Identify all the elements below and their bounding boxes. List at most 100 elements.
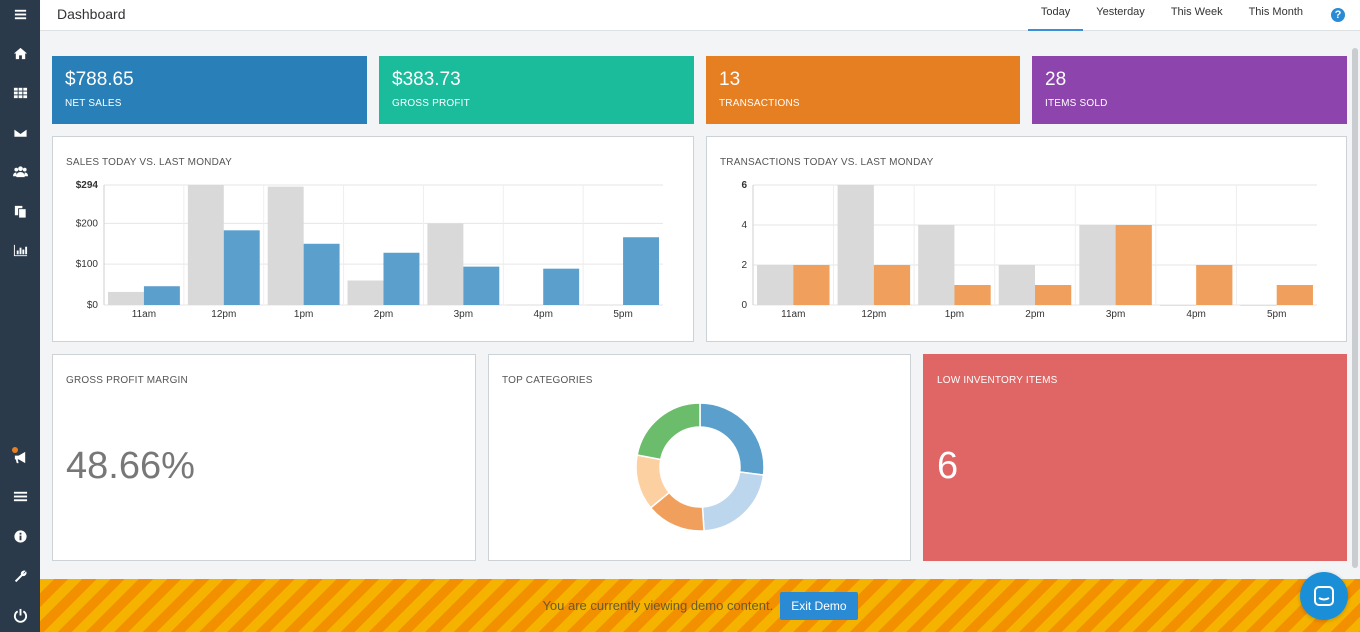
x-tick-label: 12pm <box>861 309 886 320</box>
users-icon[interactable] <box>0 153 40 189</box>
date-range-tabs: Today Yesterday This Week This Month ? <box>1027 0 1360 31</box>
sales-bar-chart: $294 $200 $100 $0 11am 12pm 1pm 2pm 3pm 4pm 5pm <box>76 180 663 320</box>
y-tick-label: 6 <box>741 180 747 191</box>
gross-margin-value: 48.66% <box>66 445 195 487</box>
bar-chart-icon[interactable] <box>0 232 40 268</box>
envelope-icon[interactable] <box>0 114 40 150</box>
bar <box>1115 225 1152 305</box>
y-tick-label: 0 <box>741 300 747 311</box>
bar <box>1079 225 1116 305</box>
bar <box>143 286 180 305</box>
x-tick-label: 3pm <box>454 309 473 320</box>
bar <box>793 265 830 305</box>
bar <box>1240 305 1277 306</box>
stat-value: $788.65 <box>65 69 134 90</box>
x-tick-label: 5pm <box>613 309 632 320</box>
x-tick-label: 11am <box>132 309 156 320</box>
y-tick-label: $0 <box>87 300 99 311</box>
x-tick-label: 4pm <box>1186 309 1205 320</box>
tab-this-week[interactable]: This Week <box>1170 5 1223 18</box>
megaphone-icon[interactable] <box>0 439 40 475</box>
x-tick-label: 2pm <box>374 309 393 320</box>
page-title: Dashboard <box>57 6 126 22</box>
donut-slice <box>636 402 701 461</box>
bar <box>954 285 991 305</box>
x-tick-label: 3pm <box>1106 309 1125 320</box>
x-tick-label: 12pm <box>211 309 236 320</box>
donut-slice <box>701 471 765 532</box>
bar <box>998 265 1035 305</box>
bar <box>107 291 144 305</box>
stat-value: $383.73 <box>392 69 461 90</box>
sidebar <box>0 0 40 632</box>
panel-title: SALES TODAY VS. LAST MONDAY <box>66 157 233 168</box>
bar <box>757 265 794 305</box>
bar <box>837 185 874 305</box>
panel-title: GROSS PROFIT MARGIN <box>66 375 188 386</box>
stat-net-sales[interactable]: $788.65 NET SALES <box>52 56 367 124</box>
help-icon: ? <box>1331 7 1345 22</box>
transactions-chart-panel: TRANSACTIONS TODAY VS. LAST MONDAY 6 4 2 0 1… <box>706 136 1347 342</box>
help-button[interactable]: ? <box>1316 0 1360 31</box>
y-tick-label: 2 <box>741 260 747 271</box>
bar <box>303 243 340 305</box>
x-tick-label: 11am <box>781 309 805 320</box>
stat-items-sold[interactable]: 28 ITEMS SOLD <box>1032 56 1347 124</box>
chat-button[interactable] <box>1300 572 1348 620</box>
low-inventory-value: 6 <box>937 445 959 487</box>
wrench-icon[interactable] <box>0 558 40 594</box>
x-tick-label: 1pm <box>294 309 313 320</box>
gross-margin-panel: GROSS PROFIT MARGIN 48.66% <box>52 354 476 561</box>
tab-yesterday[interactable]: Yesterday <box>1096 5 1145 18</box>
panel-title: TOP CATEGORIES <box>502 375 593 386</box>
scrollbar[interactable] <box>1352 48 1358 568</box>
menu-icon[interactable] <box>0 0 40 32</box>
stat-transactions[interactable]: 13 TRANSACTIONS <box>706 56 1020 124</box>
panel-title: TRANSACTIONS TODAY VS. LAST MONDAY <box>720 157 934 168</box>
x-tick-label: 5pm <box>1267 309 1286 320</box>
notification-dot <box>12 447 18 453</box>
bar <box>187 185 224 305</box>
home-icon[interactable] <box>0 35 40 71</box>
grid-icon[interactable] <box>0 74 40 110</box>
bar <box>1035 285 1072 305</box>
list-icon[interactable] <box>0 478 40 514</box>
info-icon[interactable] <box>0 518 40 554</box>
bar <box>463 266 500 305</box>
stat-label: GROSS PROFIT <box>392 98 470 109</box>
stat-label: NET SALES <box>65 98 122 109</box>
bar <box>623 237 660 305</box>
power-icon[interactable] <box>0 597 40 632</box>
bar <box>1159 305 1197 306</box>
x-tick-label: 1pm <box>945 309 964 320</box>
bar <box>267 186 304 305</box>
y-tick-label: $200 <box>76 218 99 229</box>
y-tick-label: 4 <box>741 220 747 231</box>
stat-gross-profit[interactable]: $383.73 GROSS PROFIT <box>379 56 694 124</box>
tab-this-month[interactable]: This Month <box>1248 5 1303 18</box>
stat-label: ITEMS SOLD <box>1045 98 1108 109</box>
bar <box>383 252 420 305</box>
files-icon[interactable] <box>0 193 40 229</box>
transactions-bar-chart: 6 4 2 0 11am 12pm 1pm 2pm 3pm 4pm 5pm <box>741 180 1317 320</box>
bar <box>427 223 464 305</box>
stat-label: TRANSACTIONS <box>719 98 800 109</box>
bar <box>543 268 580 305</box>
donut-slice <box>699 402 765 476</box>
bar <box>347 280 384 305</box>
bar <box>1276 285 1313 305</box>
demo-banner: You are currently viewing demo content. … <box>40 579 1360 632</box>
x-tick-label: 2pm <box>1025 309 1044 320</box>
top-categories-donut <box>635 402 765 532</box>
exit-demo-button[interactable]: Exit Demo <box>780 591 858 620</box>
bar <box>873 265 911 305</box>
y-tick-label: $294 <box>76 180 99 191</box>
demo-text: You are currently viewing demo content. <box>542 598 774 613</box>
stat-value: 13 <box>719 69 741 90</box>
bar <box>587 304 624 306</box>
bar <box>1196 265 1233 305</box>
tab-today[interactable]: Today <box>1027 0 1084 31</box>
low-inventory-panel[interactable]: LOW INVENTORY ITEMS 6 <box>923 354 1347 561</box>
bar <box>507 304 544 306</box>
x-tick-label: 4pm <box>533 309 552 320</box>
